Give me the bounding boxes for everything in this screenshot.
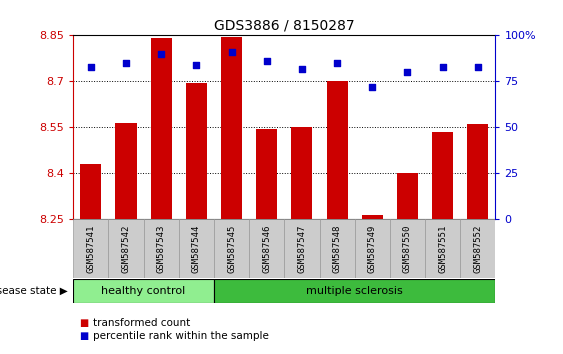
Bar xyxy=(73,219,108,278)
Bar xyxy=(144,219,179,278)
Text: disease state ▶: disease state ▶ xyxy=(0,286,68,296)
Point xyxy=(122,60,131,66)
Point xyxy=(192,62,201,68)
Text: ■: ■ xyxy=(79,318,88,328)
Point xyxy=(473,64,482,69)
Bar xyxy=(397,173,418,219)
Text: GSM587547: GSM587547 xyxy=(297,224,306,273)
Bar xyxy=(151,39,172,219)
Bar xyxy=(292,127,312,219)
Text: GSM587543: GSM587543 xyxy=(157,224,166,273)
Bar xyxy=(362,215,383,219)
Bar xyxy=(108,219,144,278)
Text: GSM587548: GSM587548 xyxy=(333,224,342,273)
Bar xyxy=(320,219,355,278)
Bar xyxy=(221,37,242,219)
Bar xyxy=(467,124,488,219)
Point xyxy=(157,51,166,57)
Point xyxy=(368,84,377,90)
Text: healthy control: healthy control xyxy=(101,286,186,296)
Point xyxy=(297,66,306,72)
Point xyxy=(438,64,447,69)
Bar xyxy=(249,219,284,278)
Text: GSM587542: GSM587542 xyxy=(122,224,131,273)
Bar xyxy=(179,219,214,278)
Text: GSM587552: GSM587552 xyxy=(473,224,482,273)
Bar xyxy=(327,81,347,219)
Bar xyxy=(186,83,207,219)
Bar xyxy=(461,219,495,278)
Point xyxy=(86,64,95,69)
Bar xyxy=(284,219,320,278)
Text: GSM587546: GSM587546 xyxy=(262,224,271,273)
Bar xyxy=(256,129,277,219)
Bar xyxy=(214,279,495,303)
Bar xyxy=(80,164,101,219)
Text: GSM587545: GSM587545 xyxy=(227,224,236,273)
Text: multiple sclerosis: multiple sclerosis xyxy=(306,286,403,296)
Text: GSM587541: GSM587541 xyxy=(86,224,95,273)
Point xyxy=(227,49,236,55)
Text: ■: ■ xyxy=(79,331,88,341)
Bar xyxy=(425,219,461,278)
Bar xyxy=(214,219,249,278)
Bar xyxy=(73,279,214,303)
Point xyxy=(333,60,342,66)
Title: GDS3886 / 8150287: GDS3886 / 8150287 xyxy=(214,19,355,33)
Bar xyxy=(390,219,425,278)
Text: GSM587549: GSM587549 xyxy=(368,224,377,273)
Bar xyxy=(115,123,136,219)
Bar xyxy=(432,132,453,219)
Text: percentile rank within the sample: percentile rank within the sample xyxy=(93,331,269,341)
Text: GSM587551: GSM587551 xyxy=(438,224,447,273)
Text: GSM587544: GSM587544 xyxy=(192,224,201,273)
Bar xyxy=(355,219,390,278)
Text: GSM587550: GSM587550 xyxy=(403,224,412,273)
Text: transformed count: transformed count xyxy=(93,318,190,328)
Point xyxy=(403,69,412,75)
Point xyxy=(262,58,271,64)
